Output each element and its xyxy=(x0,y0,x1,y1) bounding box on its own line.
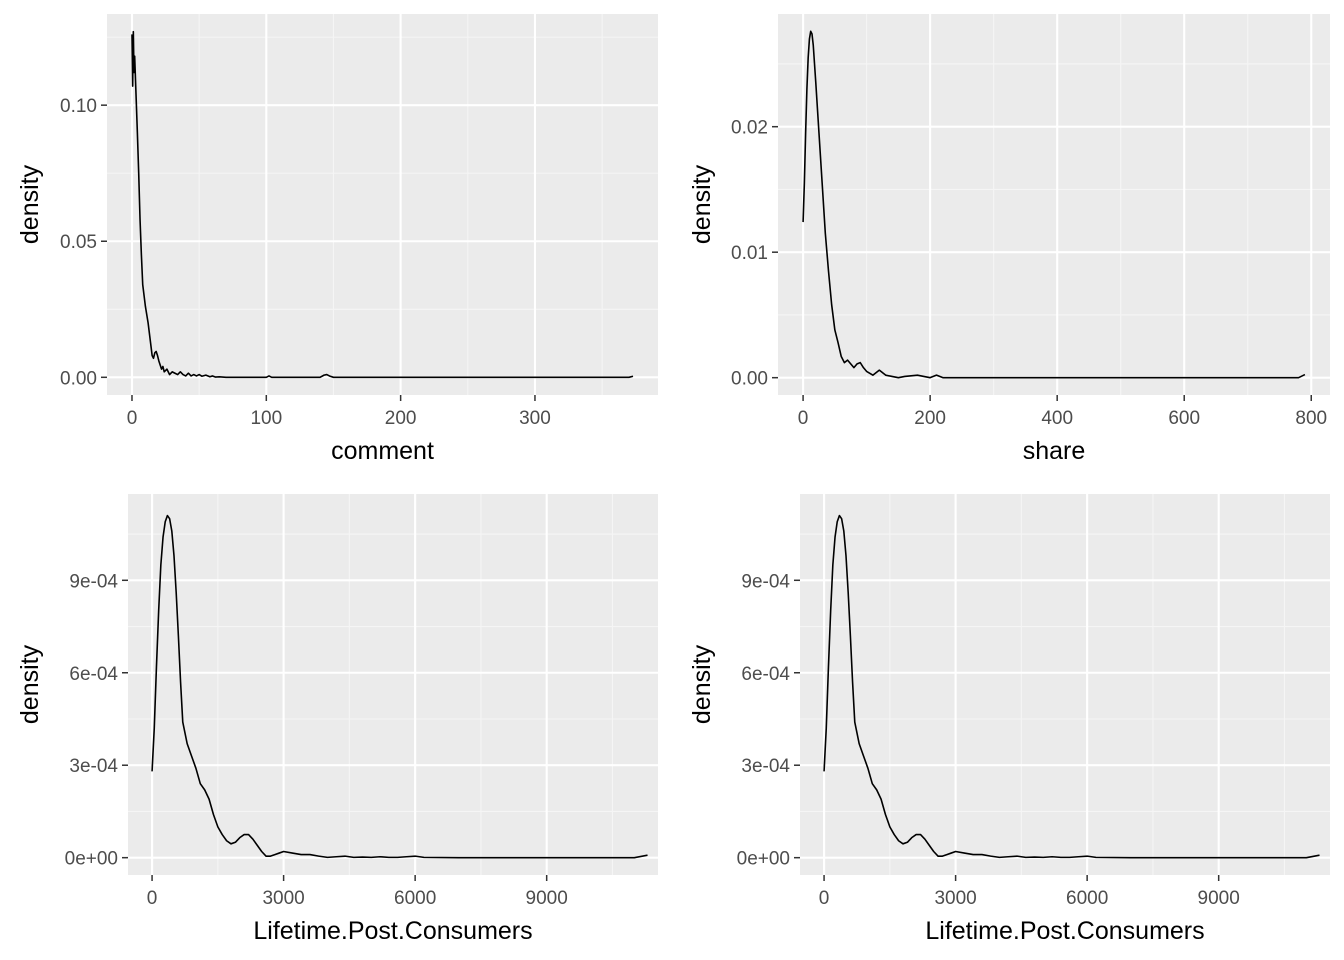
x-tick-label: 9000 xyxy=(1198,888,1240,909)
panel-background xyxy=(107,14,658,395)
x-tick-label: 0 xyxy=(127,408,138,429)
minor-gridlines xyxy=(800,494,1330,875)
x-tick-label: 200 xyxy=(385,408,417,429)
panel-background xyxy=(128,494,658,875)
y-tick-label: 0e+00 xyxy=(65,849,118,870)
x-tick-label: 9000 xyxy=(526,888,568,909)
x-tick-label: 6000 xyxy=(1066,888,1108,909)
x-axis-title: Lifetime.Post.Consumers xyxy=(925,917,1204,945)
density-curve xyxy=(151,514,648,859)
major-gridlines xyxy=(128,494,658,875)
x-tick-label: 6000 xyxy=(394,888,436,909)
chart-panel-lifetime-post-consumers-right: 0 3000 6000 9000 0e+00 3e-04 6e-04 9e-04 Lifet… xyxy=(688,494,1330,945)
y-tick-label: 3e-04 xyxy=(69,756,118,777)
x-tick-label: 600 xyxy=(1168,408,1200,429)
y-tick-label: 0.02 xyxy=(731,118,768,139)
y-tick-label: 0.00 xyxy=(731,369,768,390)
y-axis-ticks: 0.00 0.05 0.10 xyxy=(60,96,107,389)
panel-background xyxy=(800,494,1330,875)
panel-background xyxy=(778,14,1330,395)
density-curve xyxy=(131,30,634,379)
y-tick-label: 0e+00 xyxy=(737,849,790,870)
x-tick-label: 100 xyxy=(250,408,282,429)
minor-gridlines xyxy=(128,494,658,875)
x-axis-title: comment xyxy=(331,437,434,465)
x-tick-label: 200 xyxy=(914,408,946,429)
y-tick-label: 9e-04 xyxy=(741,571,790,592)
x-axis-ticks: 0 3000 6000 9000 xyxy=(147,875,568,909)
x-axis-ticks: 0 3000 6000 9000 xyxy=(819,875,1240,909)
x-axis-ticks: 0 100 200 300 xyxy=(127,395,551,429)
y-axis-ticks: 0e+00 3e-04 6e-04 9e-04 xyxy=(65,571,128,870)
x-axis-title: share xyxy=(1023,437,1086,465)
x-tick-label: 400 xyxy=(1041,408,1073,429)
y-tick-label: 0.01 xyxy=(731,243,768,264)
y-axis-title: density xyxy=(16,644,44,724)
y-tick-label: 9e-04 xyxy=(69,571,118,592)
y-axis-ticks: 0.00 0.01 0.02 xyxy=(731,118,778,390)
y-tick-label: 0.10 xyxy=(60,96,97,117)
minor-gridlines xyxy=(107,14,658,395)
density-curve xyxy=(802,30,1306,379)
x-axis-ticks: 0 200 400 600 800 xyxy=(798,395,1327,429)
x-tick-label: 0 xyxy=(798,408,809,429)
y-tick-label: 0.00 xyxy=(60,368,97,389)
y-axis-title: density xyxy=(688,164,716,244)
y-axis-title: density xyxy=(688,644,716,724)
chart-panel-share: 0 200 400 600 800 0.00 0.01 0.02 share density xyxy=(688,14,1330,465)
y-tick-label: 0.05 xyxy=(60,232,97,253)
y-tick-label: 3e-04 xyxy=(741,756,790,777)
x-tick-label: 800 xyxy=(1295,408,1327,429)
y-tick-label: 6e-04 xyxy=(741,664,790,685)
y-axis-title: density xyxy=(16,164,44,244)
y-tick-label: 6e-04 xyxy=(69,664,118,685)
x-tick-label: 0 xyxy=(819,888,830,909)
x-tick-label: 3000 xyxy=(262,888,304,909)
density-curve xyxy=(823,514,1320,859)
x-tick-label: 300 xyxy=(519,408,551,429)
minor-gridlines xyxy=(778,14,1330,395)
x-axis-title: Lifetime.Post.Consumers xyxy=(253,917,532,945)
chart-panel-lifetime-post-consumers-left: 0 3000 6000 9000 0e+00 3e-04 6e-04 9e-04 Lifet… xyxy=(16,494,658,945)
major-gridlines xyxy=(800,494,1330,875)
y-axis-ticks: 0e+00 3e-04 6e-04 9e-04 xyxy=(737,571,800,870)
x-tick-label: 3000 xyxy=(934,888,976,909)
chart-panel-comment: 0 100 200 300 0.00 0.05 0.10 comment density xyxy=(16,14,658,465)
x-tick-label: 0 xyxy=(147,888,158,909)
